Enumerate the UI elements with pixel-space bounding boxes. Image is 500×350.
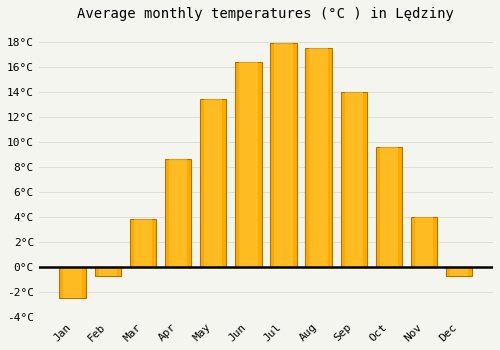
Bar xyxy=(200,99,226,267)
Bar xyxy=(169,159,188,267)
Bar xyxy=(380,147,398,267)
Title: Average monthly temperatures (°C ) in Lędziny: Average monthly temperatures (°C ) in Lę… xyxy=(78,7,454,21)
Bar xyxy=(235,62,262,267)
Bar xyxy=(274,43,292,267)
Bar xyxy=(98,267,117,275)
Bar xyxy=(64,267,82,298)
Bar xyxy=(134,219,152,267)
Bar xyxy=(310,48,328,267)
Bar xyxy=(165,159,191,267)
Bar xyxy=(415,217,434,267)
Bar xyxy=(130,219,156,267)
Bar xyxy=(60,267,86,298)
Bar xyxy=(306,48,332,267)
Bar xyxy=(340,92,367,267)
Bar xyxy=(376,147,402,267)
Bar xyxy=(344,92,363,267)
Bar xyxy=(446,267,472,275)
Bar xyxy=(450,267,468,275)
Bar xyxy=(204,99,223,267)
Bar xyxy=(411,217,438,267)
Bar xyxy=(94,267,121,275)
Bar xyxy=(239,62,258,267)
Bar xyxy=(270,43,296,267)
